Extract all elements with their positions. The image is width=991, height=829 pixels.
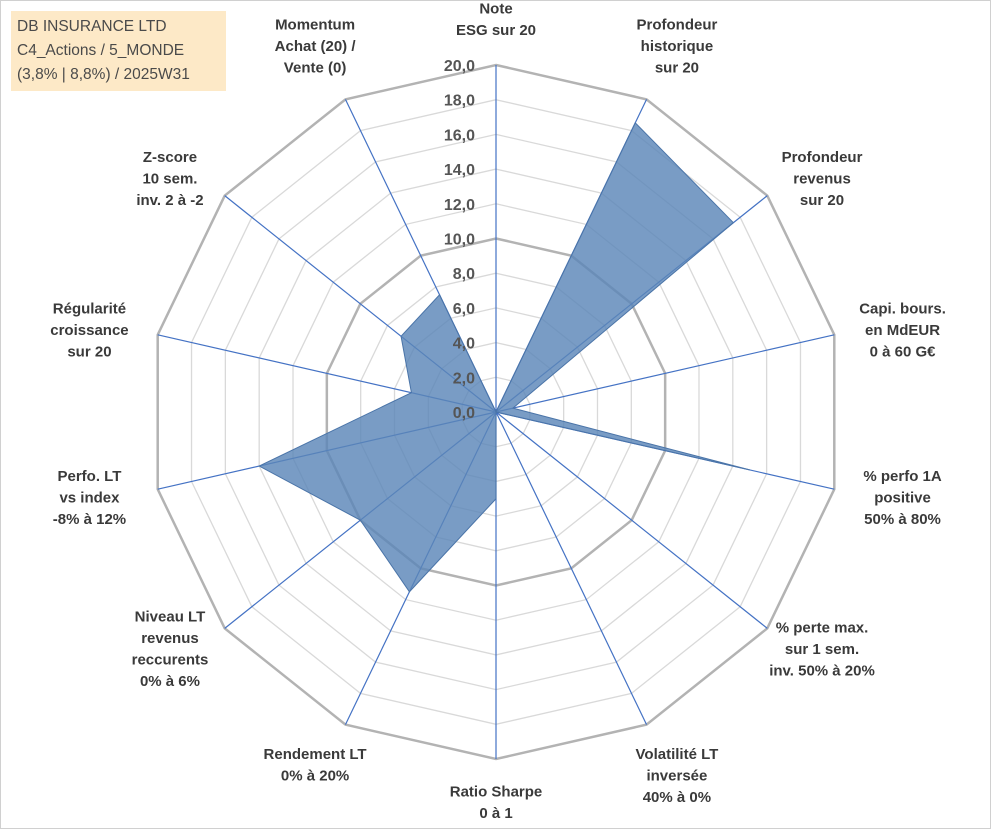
axis-label-line: 0 à 60 G€ xyxy=(870,343,937,360)
axis-label-line: revenus xyxy=(793,171,851,188)
chart-title-company: DB INSURANCE LTD xyxy=(17,18,167,35)
axis-labels: Note ESG sur 20 Profondeur historique sur 20… xyxy=(50,1,946,823)
axis-label-line: Achat (20) / xyxy=(275,38,357,55)
axis-label: Z-score 10 sem. inv. 2 à -2 xyxy=(136,149,203,209)
axis-label: Rendement LT 0% à 20% xyxy=(264,746,367,785)
tick-label: 20,0 xyxy=(444,58,475,75)
axis-label-line: 0% à 20% xyxy=(281,768,349,785)
spoke-line xyxy=(495,334,835,413)
axis-label-line: 0% à 6% xyxy=(140,673,200,690)
axis-label: % perte max. sur 1 sem. inv. 50% à 20% xyxy=(769,619,875,679)
axis-label-line: 40% à 0% xyxy=(643,789,711,806)
tick-label: 8,0 xyxy=(453,266,475,283)
axis-label-line: revenus xyxy=(141,630,199,647)
axis-label-line: 10 sem. xyxy=(142,171,197,188)
spoke-line xyxy=(495,411,768,629)
tick-label: 12,0 xyxy=(444,197,475,214)
axis-label: % perfo 1A positive 50% à 80% xyxy=(863,468,942,528)
axis-label-line: Profondeur xyxy=(637,16,718,33)
axis-label: Perfo. LT vs index -8% à 12% xyxy=(53,468,126,528)
axis-label-line: en MdEUR xyxy=(865,322,940,339)
axis-label-line: Vente (0) xyxy=(284,59,347,76)
axis-label: Régularité croissance sur 20 xyxy=(50,300,128,360)
axis-label-line: -8% à 12% xyxy=(53,511,126,528)
axis-label-line: sur 20 xyxy=(655,59,699,76)
axis-label: Volatilité LT inversée 40% à 0% xyxy=(636,746,719,806)
tick-label: 18,0 xyxy=(444,93,475,110)
axis-label-line: sur 20 xyxy=(67,343,111,360)
chart-title-box: DB INSURANCE LTD C4_Actions / 5_MONDE (3… xyxy=(11,11,226,91)
axis-label: Niveau LT revenus reccurents 0% à 6% xyxy=(132,609,209,691)
axis-label-line: reccurents xyxy=(132,652,209,669)
axis-label-line: 50% à 80% xyxy=(864,511,941,528)
chart-title-period: (3,8% | 8,8%) / 2025W31 xyxy=(17,66,190,83)
axis-label: Profondeur revenus sur 20 xyxy=(782,149,863,209)
axis-label-line: Volatilité LT xyxy=(636,746,719,763)
axis-label-line: sur 20 xyxy=(800,192,844,209)
axis-label-line: % perte max. xyxy=(776,619,869,636)
axis-label-line: ESG sur 20 xyxy=(456,22,536,39)
data-series-area xyxy=(258,121,750,593)
axis-label-line: Niveau LT xyxy=(135,609,206,626)
axis-label-line: vs index xyxy=(59,490,120,507)
tick-label: 2,0 xyxy=(453,370,475,387)
axis-label-line: 0 à 1 xyxy=(479,805,512,822)
tick-label: 10,0 xyxy=(444,232,475,249)
axis-label-line: inv. 2 à -2 xyxy=(136,192,203,209)
axis-label-line: croissance xyxy=(50,322,128,339)
axis-label-line: Z-score xyxy=(143,149,197,166)
tick-label: 6,0 xyxy=(453,301,475,318)
axis-label-line: Perfo. LT xyxy=(58,468,122,485)
axis-label: Profondeur historique sur 20 xyxy=(637,16,718,76)
axis-label-line: % perfo 1A xyxy=(863,468,942,485)
axis-label-line: historique xyxy=(641,38,714,55)
tick-label: 14,0 xyxy=(444,162,475,179)
axis-label-line: sur 1 sem. xyxy=(785,641,859,658)
axis-label: Ratio Sharpe 0 à 1 xyxy=(450,784,543,823)
axis-label-line: Régularité xyxy=(53,300,126,317)
tick-label: 16,0 xyxy=(444,127,475,144)
tick-label: 0,0 xyxy=(453,405,475,422)
tick-label: 4,0 xyxy=(453,336,475,353)
radial-tick-labels: 0,0 2,0 4,0 6,0 8,0 10,0 12,0 14,0 16,0 18,0 20,0 xyxy=(444,58,475,422)
spoke-line xyxy=(495,411,648,725)
axis-label: Note ESG sur 20 xyxy=(456,1,536,40)
axis-label-line: Ratio Sharpe xyxy=(450,784,543,801)
axis-label-line: inv. 50% à 20% xyxy=(769,662,875,679)
axis-label-line: Momentum xyxy=(275,16,355,33)
axis-label-line: Capi. bours. xyxy=(859,300,946,317)
axis-label-line: inversée xyxy=(646,768,707,785)
chart-title-category: C4_Actions / 5_MONDE xyxy=(17,42,185,59)
axis-label: Capi. bours. en MdEUR 0 à 60 G€ xyxy=(859,300,946,360)
axis-label-line: Note xyxy=(479,1,512,18)
axis-label: Momentum Achat (20) / Vente (0) xyxy=(275,16,357,76)
axis-label-line: Rendement LT xyxy=(264,746,367,763)
axis-label-line: positive xyxy=(874,490,931,507)
axis-label-line: Profondeur xyxy=(782,149,863,166)
